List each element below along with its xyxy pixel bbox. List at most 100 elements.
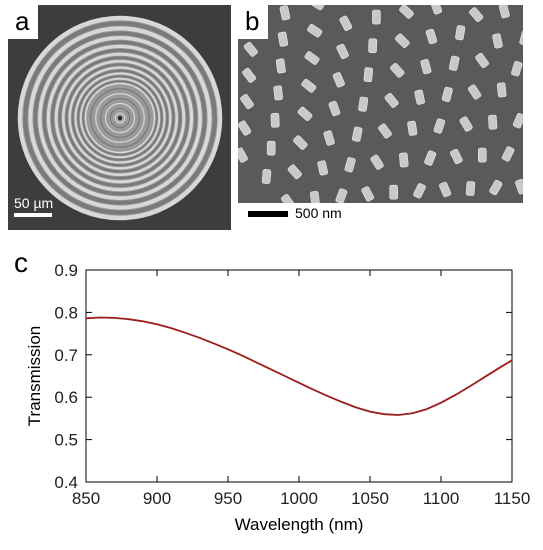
nanopillar xyxy=(441,86,453,103)
nanopillar xyxy=(344,157,356,173)
ring xyxy=(95,93,145,143)
nanopillar xyxy=(378,123,392,139)
nanopillar xyxy=(498,5,510,19)
nanopillar xyxy=(407,120,418,136)
nanopillar xyxy=(304,51,320,65)
scale-label-b: 500 nm xyxy=(295,205,342,221)
nanopillar xyxy=(309,190,320,203)
y-axis-ticks: 0.4 0.5 0.6 0.7 0.8 0.9 xyxy=(54,261,512,492)
ring xyxy=(74,72,166,164)
nanopillar xyxy=(275,58,286,74)
nanopillar xyxy=(478,147,487,163)
nanopillar xyxy=(358,96,369,112)
scale-label-a: 50 µm xyxy=(14,195,54,211)
ring xyxy=(109,107,131,129)
nanopillar xyxy=(297,106,313,122)
nanopillar xyxy=(339,15,353,31)
scale-bar-b xyxy=(248,211,288,217)
scale-bar-a xyxy=(14,213,52,217)
ring xyxy=(100,98,140,138)
nanopillar xyxy=(424,150,437,166)
y-axis-label: Transmission xyxy=(25,326,44,426)
nanopillar-array-image xyxy=(238,5,523,203)
nanopillar xyxy=(261,169,272,184)
ring xyxy=(77,75,163,161)
x-axis-ticks: 850 900 950 1000 1050 1100 1150 xyxy=(72,270,530,508)
ring xyxy=(65,63,175,173)
nanopillar xyxy=(399,5,414,19)
nanopillar xyxy=(328,100,341,117)
y-tick-label: 0.9 xyxy=(54,261,78,280)
nanopillar xyxy=(467,84,482,100)
ring xyxy=(90,88,150,148)
nanopillar xyxy=(413,183,426,199)
ring xyxy=(58,56,182,180)
ring xyxy=(54,52,186,184)
x-tick-label: 1000 xyxy=(280,489,318,508)
transmission-chart: 850 900 950 1000 1050 1100 1150 0.40.50.60.70.… xyxy=(25,261,530,534)
nanopillar xyxy=(420,58,432,75)
nanopillar xyxy=(448,55,460,71)
nanopillar xyxy=(459,116,473,132)
nanopillar xyxy=(384,92,399,108)
series-line-transmission xyxy=(85,316,513,416)
nanopillar xyxy=(307,23,323,38)
ring-center xyxy=(118,116,122,120)
ring xyxy=(42,40,198,196)
nanopillar xyxy=(336,43,349,60)
ring xyxy=(38,36,202,200)
ring xyxy=(28,26,212,210)
ring xyxy=(17,15,223,221)
nanopillar xyxy=(281,194,295,203)
nanopillar xyxy=(317,160,329,176)
nanopillar xyxy=(323,130,335,146)
nanopillar xyxy=(501,146,515,162)
ring xyxy=(84,82,156,154)
nanopillar xyxy=(238,147,248,163)
x-tick-label: 1050 xyxy=(351,489,389,508)
nanopillar xyxy=(287,164,302,180)
y-tick-label: 0.8 xyxy=(54,303,78,322)
ring xyxy=(114,112,126,124)
x-tick-label: 1150 xyxy=(494,489,531,508)
nanopillar xyxy=(488,114,498,130)
y-tick-label: 0.5 xyxy=(54,431,78,450)
plot-frame xyxy=(85,269,513,483)
nanopillar xyxy=(293,135,308,150)
nanopillar xyxy=(512,113,523,129)
ring xyxy=(33,31,207,205)
nanopillar xyxy=(450,148,463,165)
ring xyxy=(50,48,190,188)
nanopillar xyxy=(433,118,446,134)
nanopillar xyxy=(469,7,484,22)
nanopillar xyxy=(496,82,507,98)
nanopillar xyxy=(519,30,523,46)
nanopillar xyxy=(238,120,252,136)
nanopillar xyxy=(430,5,443,15)
nanopillar xyxy=(389,184,399,200)
concentric-rings-image xyxy=(17,15,223,221)
nanopillar xyxy=(475,52,489,69)
x-axis-label: Wavelength (nm) xyxy=(235,515,364,534)
nanopillar xyxy=(309,5,325,11)
nanopillar xyxy=(273,85,283,101)
nanopillar xyxy=(240,94,254,110)
ring xyxy=(82,80,158,156)
ring xyxy=(68,66,172,170)
nanopillar xyxy=(266,140,276,156)
nanopillar xyxy=(301,78,317,93)
ring xyxy=(104,102,136,134)
x-tick-label: 900 xyxy=(143,489,171,508)
sem-image-nanopillars: b xyxy=(238,5,523,203)
nanopillar xyxy=(361,186,375,202)
nanopillar xyxy=(351,126,363,142)
ring xyxy=(79,77,161,159)
nanopillar xyxy=(270,112,280,128)
nanopillar xyxy=(439,181,452,198)
x-tick-label: 950 xyxy=(214,489,242,508)
nanopillar xyxy=(335,188,348,203)
nanopillar xyxy=(332,72,345,88)
nanopillar xyxy=(242,67,257,83)
x-tick-label: 850 xyxy=(72,489,100,508)
nanopillar xyxy=(399,152,409,168)
